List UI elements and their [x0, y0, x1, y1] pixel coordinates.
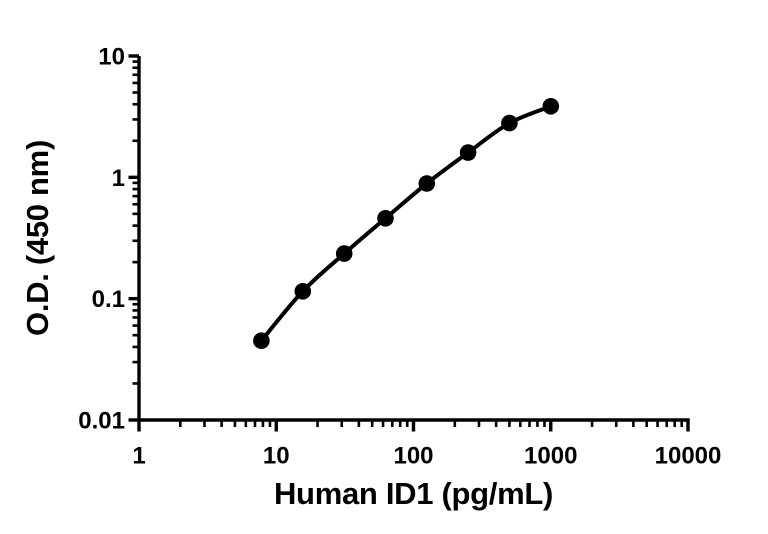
y-tick-label: 10: [98, 44, 125, 71]
data-point-marker: [377, 210, 394, 227]
y-tick-label: 0.1: [92, 286, 125, 313]
x-tick-label: 1: [132, 443, 145, 470]
standard-curve-line: [259, 104, 553, 343]
y-tick-label: 1: [112, 165, 125, 192]
data-point-marker: [253, 332, 270, 350]
tick-labels: 1 10 100 1000 10000 0.01 0.1 1 10: [78, 44, 721, 470]
data-point-marker: [542, 98, 560, 115]
data-point-marker: [501, 114, 518, 132]
x-tick-label: 100: [393, 443, 433, 470]
y-axis-title: O.D. (450 nm): [20, 140, 55, 336]
data-point-marker: [335, 245, 353, 262]
data-point-marker: [418, 175, 436, 192]
x-tick-label: 10: [263, 443, 290, 470]
y-tick-label: 0.01: [78, 408, 125, 435]
axes: [128, 54, 690, 432]
x-tick-label: 1000: [524, 443, 577, 470]
data-point-marker: [294, 283, 312, 300]
data-point-marker: [459, 144, 477, 161]
x-tick-label: 10000: [655, 443, 722, 470]
data-points: [253, 98, 560, 350]
x-axis-title: Human ID1 (pg/mL): [274, 476, 553, 511]
